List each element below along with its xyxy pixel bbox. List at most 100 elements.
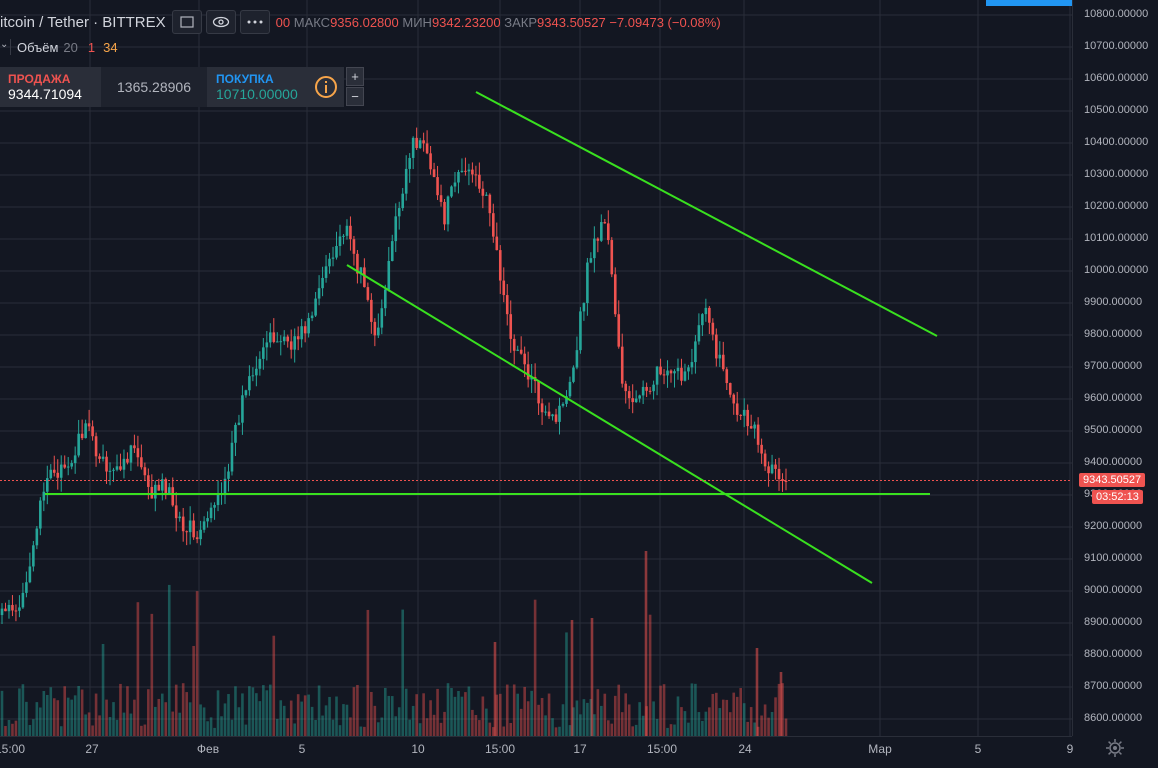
volume-bar bbox=[265, 690, 269, 736]
candle-body bbox=[387, 261, 391, 290]
gear-icon[interactable] bbox=[1105, 738, 1125, 758]
volume-bar bbox=[129, 713, 133, 736]
candle-body bbox=[397, 208, 401, 217]
axis-divider bbox=[1072, 0, 1073, 736]
collapse-arrow-icon[interactable]: ⌄ bbox=[0, 39, 11, 55]
volume-bar bbox=[133, 699, 136, 736]
volume-bar bbox=[293, 723, 296, 736]
volume-bar bbox=[715, 692, 718, 736]
volume-bar bbox=[296, 694, 300, 736]
volume-bar bbox=[321, 715, 324, 736]
volume-bar bbox=[80, 689, 84, 736]
candle-body bbox=[662, 374, 666, 376]
symbol-title[interactable]: itcoin / Tether · BITTREX bbox=[0, 13, 166, 31]
candle-body bbox=[115, 466, 119, 470]
trendline-2[interactable] bbox=[346, 264, 873, 584]
volume-bar bbox=[770, 711, 774, 736]
candle-body bbox=[652, 384, 655, 392]
candle-body bbox=[390, 241, 394, 262]
candle-body bbox=[52, 469, 56, 473]
volume-bar bbox=[779, 672, 783, 736]
candle-body bbox=[418, 140, 422, 148]
candle-body bbox=[770, 464, 774, 474]
sell-button[interactable]: ПРОДАЖА 9344.71094 bbox=[0, 67, 100, 107]
volume-bar bbox=[366, 609, 370, 736]
volume-bar bbox=[363, 726, 366, 736]
volume-bar bbox=[192, 645, 195, 736]
volume-legend: ⌄ Объём 20 1 34 bbox=[0, 39, 118, 55]
candle-body bbox=[742, 409, 746, 416]
volume-bar bbox=[248, 686, 251, 736]
more-icon[interactable] bbox=[239, 10, 270, 34]
price-axis-label: 10400.00000 bbox=[1084, 136, 1149, 148]
quantity-stepper[interactable]: + − bbox=[346, 67, 364, 107]
volume-bar bbox=[94, 693, 98, 736]
candle-body bbox=[673, 371, 676, 374]
candle-body bbox=[404, 168, 408, 194]
candle-body bbox=[59, 464, 63, 478]
candle-body bbox=[394, 216, 398, 242]
candle-body bbox=[112, 469, 115, 471]
volume-bar bbox=[269, 684, 272, 736]
candle-body bbox=[258, 358, 262, 369]
candle-body bbox=[293, 336, 296, 350]
symbol-legend: itcoin / Tether · BITTREX 00 МАКС9356.02… bbox=[0, 10, 721, 34]
volume-bar bbox=[289, 700, 293, 736]
volume-bar bbox=[481, 696, 485, 736]
candle-body bbox=[432, 169, 436, 178]
volume-bar bbox=[174, 684, 178, 736]
candle-body bbox=[728, 383, 732, 395]
candle-body bbox=[307, 318, 310, 334]
volume-bar bbox=[596, 689, 600, 736]
candle-body bbox=[659, 366, 662, 375]
volume-bar bbox=[620, 712, 624, 736]
volume-bar bbox=[314, 719, 317, 736]
minus-button[interactable]: − bbox=[346, 87, 364, 106]
volume-bar bbox=[126, 686, 129, 736]
candle-body bbox=[105, 456, 108, 472]
candle-body bbox=[56, 472, 60, 478]
volume-bar bbox=[662, 684, 666, 736]
plus-button[interactable]: + bbox=[346, 67, 364, 86]
time-axis[interactable]: 15:00 27 Фев 5 10 15:00 17 15:00 24 Мар 5 9 bbox=[0, 736, 1073, 768]
buy-button[interactable]: ПОКУПКА 10710.00000 bbox=[208, 67, 308, 107]
volume-bar bbox=[721, 699, 725, 736]
candle-countdown: 03:52:13 bbox=[1092, 490, 1143, 504]
indicator-settings-icon[interactable] bbox=[171, 10, 202, 34]
info-icon[interactable] bbox=[308, 67, 344, 107]
volume-bar bbox=[718, 708, 722, 736]
volume-bar bbox=[171, 711, 175, 736]
volume-bar bbox=[673, 724, 676, 736]
candle-body bbox=[45, 478, 49, 492]
candle-body bbox=[136, 448, 140, 458]
volume-bar bbox=[634, 724, 638, 736]
volume-bar bbox=[223, 703, 227, 736]
eye-icon[interactable] bbox=[205, 10, 236, 34]
trendlines[interactable] bbox=[45, 91, 938, 584]
price-axis-label: 8700.00000 bbox=[1084, 680, 1143, 692]
candle-body bbox=[777, 468, 781, 480]
volume-bar bbox=[380, 717, 384, 736]
candle-body bbox=[178, 516, 182, 519]
volume-bar bbox=[551, 718, 554, 736]
volume-bar bbox=[383, 687, 387, 736]
price-axis-label: 9800.00000 bbox=[1084, 328, 1143, 340]
volume-bar bbox=[331, 719, 335, 736]
volume-bar bbox=[659, 685, 662, 736]
price-axis[interactable]: 10800.00000 10700.00000 10600.00000 10500.0… bbox=[986, 0, 1158, 768]
candle-body bbox=[760, 444, 763, 454]
volume-bar bbox=[655, 718, 659, 736]
volume-bar bbox=[84, 714, 87, 736]
volume-bar bbox=[708, 707, 711, 736]
candle-body bbox=[21, 592, 25, 608]
volume-bar bbox=[439, 722, 443, 736]
candle-body bbox=[234, 424, 237, 443]
volume-bar bbox=[739, 688, 743, 736]
candle-body bbox=[746, 409, 749, 427]
volume-bar bbox=[39, 707, 42, 736]
trendline-3[interactable] bbox=[475, 91, 938, 337]
time-axis-label: 15:00 bbox=[484, 742, 516, 756]
candle-body bbox=[32, 545, 35, 567]
candle-body bbox=[784, 481, 788, 483]
